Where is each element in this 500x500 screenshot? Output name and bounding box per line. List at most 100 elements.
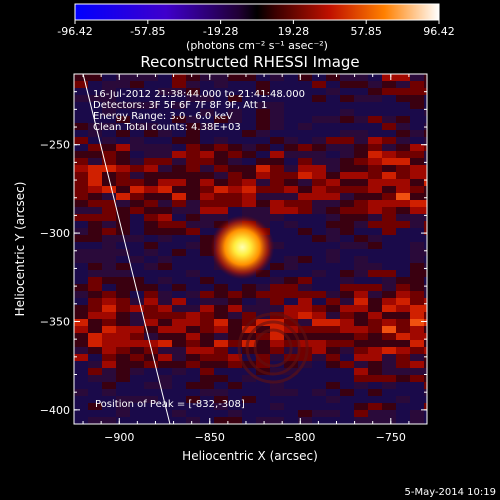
- heatmap-cell: [172, 88, 186, 95]
- heatmap-cell: [396, 305, 410, 312]
- heatmap-cell: [116, 368, 130, 375]
- heatmap-cell: [200, 74, 214, 81]
- heatmap-cell: [326, 263, 340, 270]
- heatmap-cell: [200, 375, 214, 382]
- heatmap-cell: [424, 368, 427, 375]
- heatmap-cell: [354, 298, 368, 305]
- heatmap-cell: [270, 81, 284, 88]
- heatmap-cell: [312, 410, 326, 417]
- heatmap-cell: [228, 319, 242, 326]
- heatmap-cell: [298, 186, 312, 193]
- heatmap-cell: [396, 403, 410, 410]
- heatmap-cell: [186, 123, 200, 130]
- heatmap-cell: [284, 221, 298, 228]
- heatmap-cell: [242, 277, 256, 284]
- heatmap-cell: [340, 277, 354, 284]
- heatmap-cell: [130, 403, 144, 410]
- heatmap-cell: [354, 326, 368, 333]
- colorbar-tick-label: -96.42: [57, 25, 92, 38]
- heatmap-cell: [130, 207, 144, 214]
- heatmap-cell: [424, 249, 427, 256]
- heatmap-cell: [200, 95, 214, 102]
- heatmap-cell: [354, 214, 368, 221]
- heatmap-cell: [312, 347, 326, 354]
- heatmap-cell: [298, 165, 312, 172]
- heatmap-cell: [172, 207, 186, 214]
- heatmap-cell: [424, 256, 427, 263]
- heatmap-cell: [340, 242, 354, 249]
- peak-source: [210, 215, 275, 280]
- heatmap-cell: [368, 151, 382, 158]
- heatmap-cell: [382, 221, 396, 228]
- heatmap-cell: [382, 382, 396, 389]
- heatmap-cell: [270, 347, 284, 354]
- heatmap-cell: [270, 130, 284, 137]
- heatmap-cell: [368, 270, 382, 277]
- heatmap-cell: [116, 137, 130, 144]
- heatmap-cell: [186, 319, 200, 326]
- heatmap-cell: [186, 186, 200, 193]
- heatmap-cell: [382, 102, 396, 109]
- heatmap-cell: [130, 151, 144, 158]
- heatmap-cell: [354, 221, 368, 228]
- heatmap-cell: [382, 228, 396, 235]
- heatmap-cell: [242, 123, 256, 130]
- heatmap-cell: [326, 151, 340, 158]
- heatmap-cell: [130, 200, 144, 207]
- heatmap-cell: [186, 109, 200, 116]
- heatmap-cell: [340, 396, 354, 403]
- heatmap-cell: [242, 172, 256, 179]
- heatmap-cell: [158, 144, 172, 151]
- heatmap-cell: [102, 88, 116, 95]
- heatmap-cell: [102, 102, 116, 109]
- heatmap-cell: [256, 326, 270, 333]
- heatmap-cell: [172, 172, 186, 179]
- heatmap-cell: [424, 375, 427, 382]
- heatmap-cell: [116, 312, 130, 319]
- heatmap-cell: [270, 410, 284, 417]
- heatmap-cell: [158, 186, 172, 193]
- heatmap-cell: [186, 221, 200, 228]
- heatmap-cell: [340, 158, 354, 165]
- heatmap-cell: [186, 382, 200, 389]
- heatmap-cell: [396, 354, 410, 361]
- heatmap-cell: [396, 284, 410, 291]
- heatmap-cell: [242, 326, 256, 333]
- heatmap-cell: [242, 179, 256, 186]
- heatmap-cell: [340, 291, 354, 298]
- heatmap-cell: [130, 354, 144, 361]
- heatmap-cell: [186, 333, 200, 340]
- heatmap-cell: [228, 165, 242, 172]
- heatmap-cell: [228, 95, 242, 102]
- heatmap-cell: [354, 263, 368, 270]
- heatmap-cell: [214, 88, 228, 95]
- heatmap-cell: [186, 102, 200, 109]
- heatmap-cell: [396, 242, 410, 249]
- heatmap-cell: [424, 109, 427, 116]
- heatmap-cell: [228, 81, 242, 88]
- heatmap-cell: [326, 270, 340, 277]
- heatmap-cell: [368, 354, 382, 361]
- heatmap-cell: [354, 102, 368, 109]
- heatmap-cell: [116, 228, 130, 235]
- heatmap-cell: [214, 214, 228, 221]
- heatmap-cell: [312, 137, 326, 144]
- heatmap-cell: [74, 396, 88, 403]
- heatmap-cell: [144, 116, 158, 123]
- heatmap-cell: [298, 102, 312, 109]
- heatmap-cell: [102, 368, 116, 375]
- heatmap-cell: [74, 95, 88, 102]
- heatmap-cell: [396, 221, 410, 228]
- heatmap-cell: [382, 319, 396, 326]
- heatmap-cell: [312, 207, 326, 214]
- heatmap-cell: [396, 326, 410, 333]
- heatmap-cell: [326, 256, 340, 263]
- heatmap-cell: [242, 284, 256, 291]
- heatmap-cell: [368, 277, 382, 284]
- heatmap-cell: [256, 137, 270, 144]
- heatmap-cell: [354, 396, 368, 403]
- heatmap-cell: [116, 95, 130, 102]
- heatmap-cell: [214, 382, 228, 389]
- x-tick-label: −750: [376, 431, 406, 444]
- heatmap-cell: [102, 284, 116, 291]
